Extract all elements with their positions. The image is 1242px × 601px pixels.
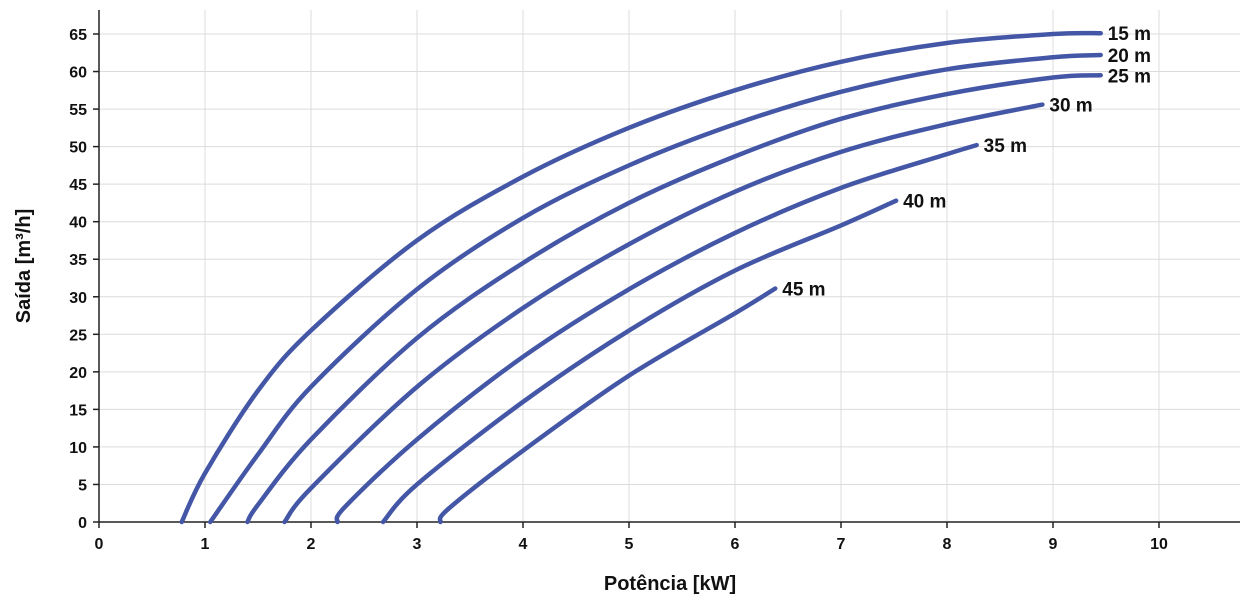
x-axis-title: Potência [kW]	[604, 573, 736, 595]
y-tick-label: 15	[69, 402, 87, 419]
x-tick-label: 5	[625, 536, 634, 553]
x-tick-label: 2	[307, 536, 316, 553]
series-label: 15 m	[1108, 24, 1151, 45]
x-tick-label: 4	[519, 536, 528, 553]
series-line-20m	[208, 52, 1103, 525]
x-tick-label: 7	[837, 536, 846, 553]
y-tick-label: 25	[69, 327, 87, 344]
y-axis-title: Saída [m³/h]	[13, 209, 35, 323]
series-line-30m	[282, 102, 1045, 525]
y-tick-label: 55	[69, 102, 87, 119]
series-label: 40 m	[903, 192, 946, 213]
y-tick-label: 45	[69, 177, 87, 194]
y-tick-label: 30	[69, 290, 87, 307]
series-label: 30 m	[1049, 96, 1092, 117]
x-tick-label: 0	[95, 536, 104, 553]
series-label: 25 m	[1108, 66, 1151, 87]
y-tick-label: 0	[78, 515, 87, 532]
x-tick-label: 10	[1150, 536, 1168, 553]
series-line-35m	[334, 142, 979, 525]
series-label: 20 m	[1108, 46, 1151, 67]
series-line-25m	[245, 73, 1103, 525]
x-tick-label: 6	[731, 536, 740, 553]
series-line-15m	[179, 30, 1103, 525]
x-tick-label: 3	[413, 536, 422, 553]
series	[179, 30, 1103, 525]
y-tick-label: 35	[69, 252, 87, 269]
y-tick-label: 20	[69, 365, 87, 382]
y-tick-label: 50	[69, 140, 87, 157]
x-tick-label: 8	[943, 536, 952, 553]
series-labels: 15 m20 m25 m 30 m 35 m 40 m 45 m	[782, 24, 1151, 300]
series-line-40m	[380, 198, 899, 525]
y-tick-label: 65	[69, 27, 87, 44]
series-line-45m	[437, 286, 778, 525]
series-label: 45 m	[782, 280, 825, 301]
y-tick-label: 10	[69, 440, 87, 457]
y-tick-label: 40	[69, 215, 87, 232]
series-label: 35 m	[984, 136, 1027, 157]
y-tick-label: 60	[69, 65, 87, 82]
x-tick-label: 1	[201, 536, 210, 553]
y-tick-label: 5	[78, 477, 87, 494]
x-tick-label: 9	[1049, 536, 1058, 553]
axes	[98, 10, 1240, 523]
